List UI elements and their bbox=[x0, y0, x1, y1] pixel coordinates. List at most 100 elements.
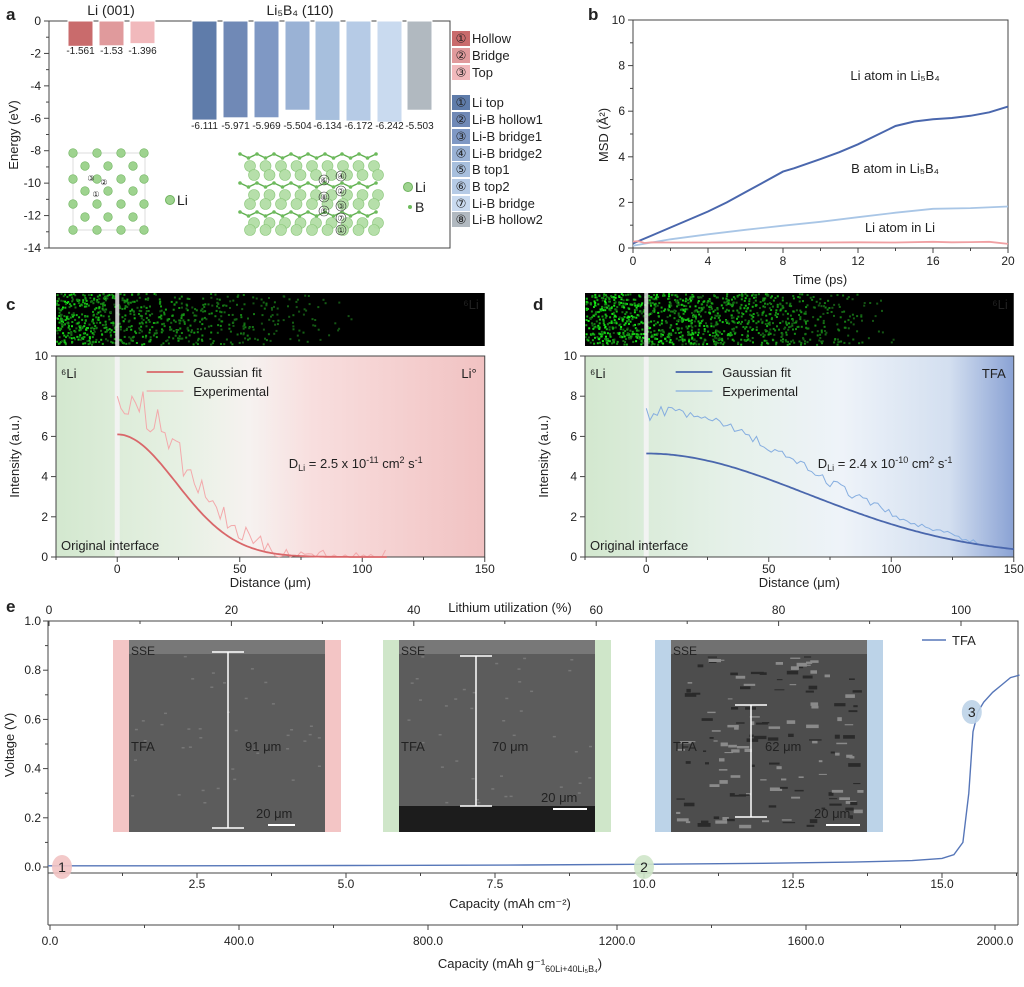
text-part: cm bbox=[908, 456, 929, 471]
map-pixel bbox=[837, 338, 839, 341]
map-pixel bbox=[193, 320, 196, 323]
map-pixel bbox=[705, 322, 707, 325]
map-pixel bbox=[627, 315, 630, 318]
map-pixel bbox=[225, 338, 228, 341]
y-tick-label: 8 bbox=[570, 389, 577, 403]
map-pixel bbox=[817, 304, 820, 307]
map-pixel bbox=[173, 303, 176, 306]
map-pixel bbox=[600, 330, 603, 333]
b-atom bbox=[357, 152, 361, 156]
map-pixel bbox=[163, 325, 166, 328]
map-pixel bbox=[288, 298, 291, 301]
map-pixel bbox=[761, 313, 764, 316]
map-pixel bbox=[715, 314, 718, 317]
b-atom bbox=[272, 210, 276, 214]
map-pixel bbox=[719, 338, 722, 341]
map-pixel bbox=[741, 293, 743, 296]
map-pixel bbox=[119, 307, 122, 310]
scale-label: 20 μm bbox=[256, 806, 292, 821]
site-number: ③ bbox=[87, 174, 94, 183]
map-pixel bbox=[121, 316, 124, 319]
corner-label-right: Li° bbox=[461, 366, 476, 381]
map-pixel bbox=[264, 337, 266, 340]
map-pixel bbox=[604, 325, 607, 328]
map-pixel bbox=[85, 299, 88, 302]
sem-texture bbox=[724, 752, 734, 754]
map-pixel bbox=[685, 293, 687, 296]
map-pixel bbox=[591, 339, 594, 342]
map-pixel bbox=[606, 306, 609, 309]
map-pixel bbox=[781, 304, 784, 307]
map-pixel bbox=[168, 336, 171, 339]
map-pixel bbox=[132, 310, 135, 313]
map-pixel bbox=[667, 297, 670, 300]
map-pixel bbox=[322, 298, 325, 301]
map-pixel bbox=[755, 322, 758, 325]
interface-line bbox=[115, 293, 120, 346]
y-tick-label: -2 bbox=[30, 46, 41, 60]
map-pixel bbox=[708, 298, 711, 300]
map-pixel bbox=[628, 323, 630, 325]
site-number: ④ bbox=[337, 172, 344, 181]
map-pixel bbox=[96, 299, 99, 302]
map-pixel bbox=[722, 307, 724, 310]
legend-swatch bbox=[452, 162, 470, 177]
map-pixel bbox=[270, 315, 272, 318]
map-pixel bbox=[252, 296, 255, 299]
map-pixel bbox=[622, 333, 625, 336]
map-pixel bbox=[767, 322, 770, 325]
map-pixel bbox=[821, 340, 824, 343]
text-part: -1 bbox=[415, 455, 423, 465]
map-pixel bbox=[800, 341, 803, 344]
map-pixel bbox=[776, 325, 778, 328]
map-pixel bbox=[819, 298, 822, 301]
map-pixel bbox=[771, 295, 773, 298]
map-pixel bbox=[56, 332, 59, 335]
map-pixel bbox=[276, 313, 279, 316]
sem-texture bbox=[164, 712, 167, 715]
map-pixel bbox=[844, 320, 847, 323]
map-pixel bbox=[714, 341, 717, 343]
map-pixel bbox=[744, 327, 747, 330]
map-pixel bbox=[594, 312, 597, 315]
sem-texture bbox=[843, 735, 855, 739]
map-pixel bbox=[697, 300, 700, 303]
x2-tick-label: 400.0 bbox=[224, 934, 254, 948]
map-pixel bbox=[160, 314, 163, 317]
map-pixel bbox=[100, 329, 102, 332]
b-atom bbox=[331, 185, 336, 189]
map-pixel bbox=[823, 305, 825, 308]
map-pixel bbox=[766, 325, 769, 328]
map-pixel bbox=[67, 301, 70, 303]
y-axis-label: Intensity (a.u.) bbox=[7, 415, 22, 497]
bar-value-label: -1.396 bbox=[128, 46, 157, 57]
map-pixel bbox=[149, 336, 152, 339]
map-pixel bbox=[614, 326, 617, 329]
map-pixel bbox=[642, 310, 645, 313]
map-pixel bbox=[792, 295, 795, 297]
map-pixel bbox=[214, 293, 217, 296]
map-pixel bbox=[591, 324, 594, 327]
map-pixel bbox=[83, 305, 86, 308]
map-pixel bbox=[795, 328, 797, 331]
map-pixel bbox=[693, 310, 696, 313]
sem-texture bbox=[679, 741, 693, 744]
map-pixel bbox=[764, 329, 767, 332]
map-pixel bbox=[730, 317, 733, 320]
map-pixel bbox=[729, 331, 732, 334]
map-pixel bbox=[651, 302, 654, 305]
map-pixel bbox=[755, 329, 758, 331]
map-pixel bbox=[699, 315, 702, 318]
map-pixel bbox=[75, 327, 78, 330]
map-pixel bbox=[272, 320, 275, 323]
sem-texture bbox=[143, 740, 147, 742]
map-pixel bbox=[107, 328, 110, 331]
li-atom bbox=[352, 198, 365, 210]
map-pixel bbox=[673, 317, 676, 320]
sem-texture bbox=[730, 672, 738, 676]
map-pixel bbox=[699, 336, 702, 339]
y-tick-label: 0.0 bbox=[24, 860, 41, 874]
map-pixel bbox=[804, 340, 806, 343]
map-pixel bbox=[585, 303, 588, 306]
map-pixel bbox=[595, 320, 598, 323]
